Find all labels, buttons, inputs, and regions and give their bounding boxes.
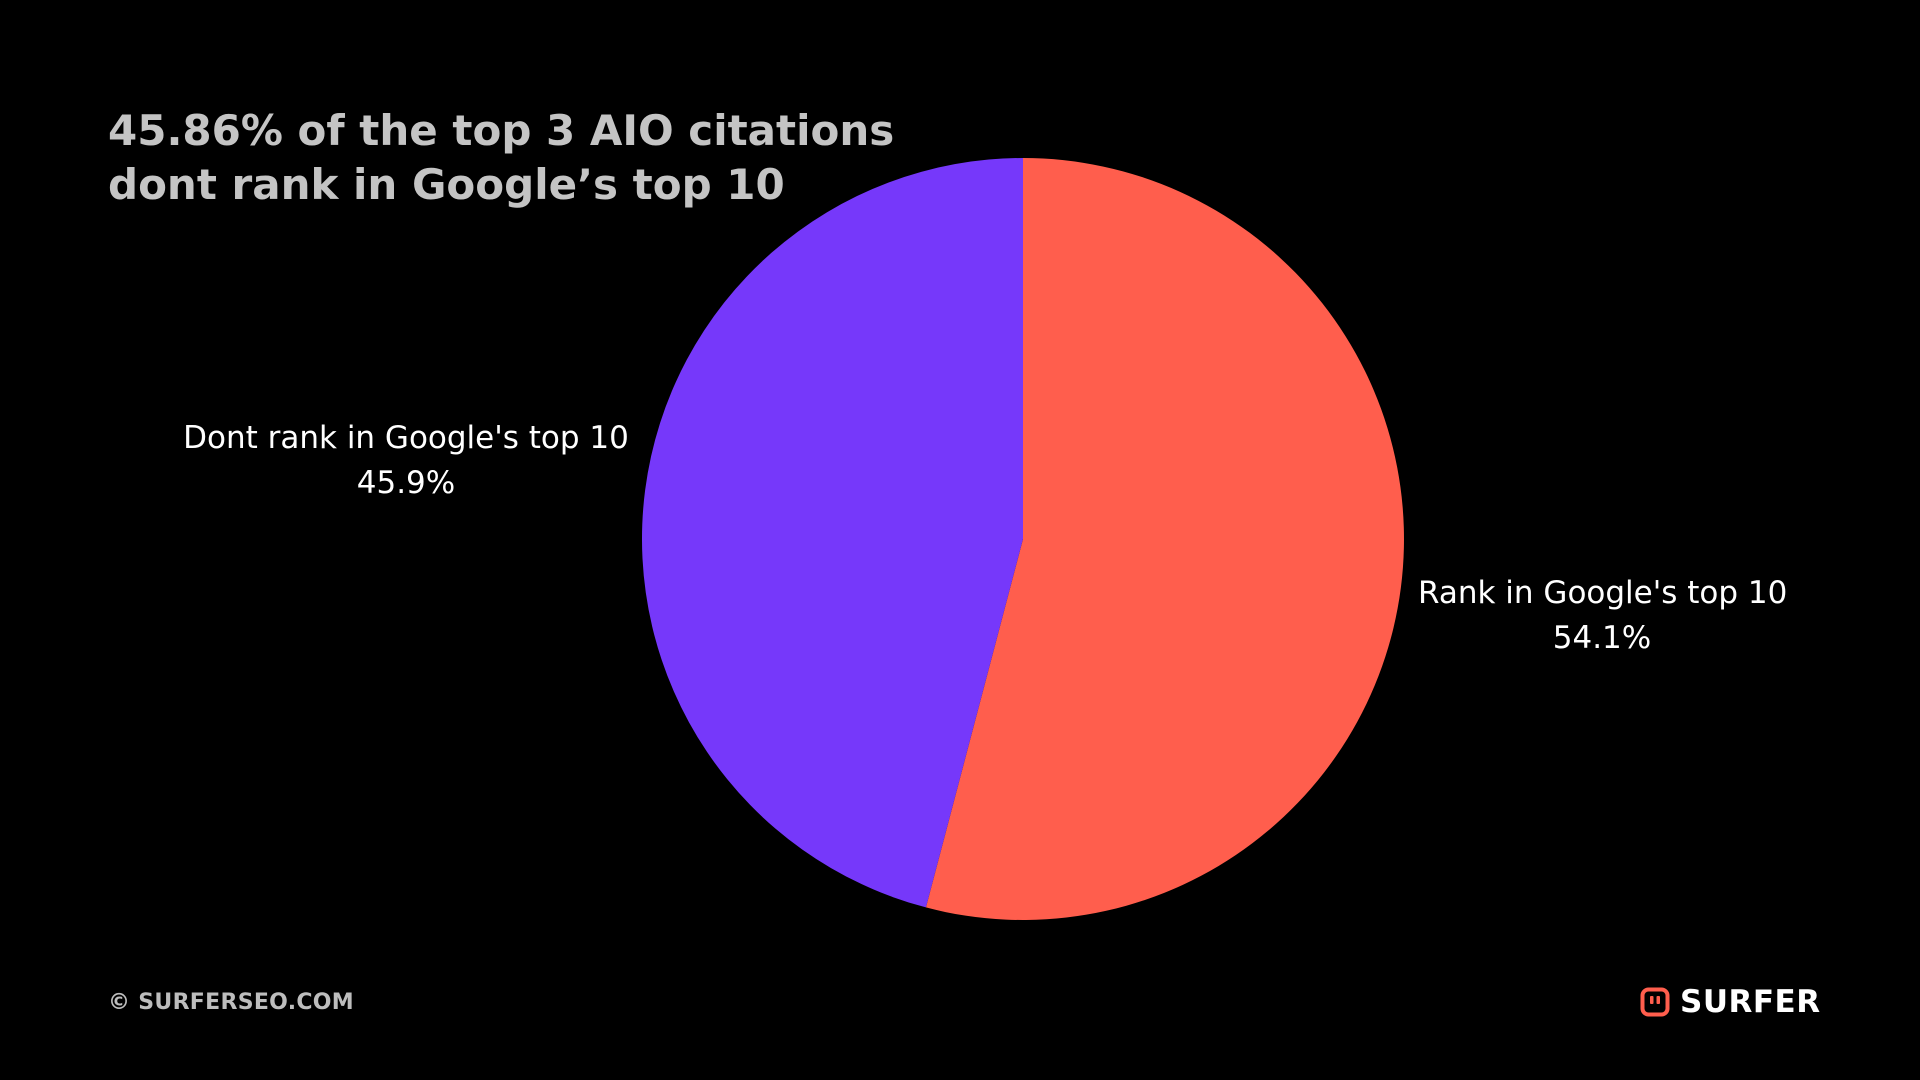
surfer-logo-icon (1640, 987, 1670, 1017)
pie-slice-rank (925, 158, 1404, 920)
pie-slice-dont-rank (641, 157, 1023, 908)
chart-title: 45.86% of the top 3 AIO citations dont r… (108, 104, 1008, 212)
brand-name: SURFER (1680, 984, 1821, 1020)
slice-label-rank-value: 54.1% (1552, 620, 1652, 656)
copyright-text: © SURFERSEO.COM (108, 990, 354, 1015)
slice-label-rank: Rank in Google's top 10 54.1% (1418, 571, 1788, 661)
chart-title-line-2: dont rank in Google’s top 10 (108, 160, 785, 209)
slice-label-dont-rank-text: Dont rank in Google's top 10 (183, 420, 629, 456)
slice-label-dont-rank: Dont rank in Google's top 10 45.9% (183, 416, 629, 506)
slice-label-rank-text: Rank in Google's top 10 (1418, 575, 1788, 611)
chart-title-line-1: 45.86% of the top 3 AIO citations (108, 106, 895, 155)
brand-logo: SURFER (1640, 980, 1821, 1024)
pie-slices (641, 157, 1404, 920)
slice-label-dont-rank-value: 45.9% (356, 465, 456, 501)
